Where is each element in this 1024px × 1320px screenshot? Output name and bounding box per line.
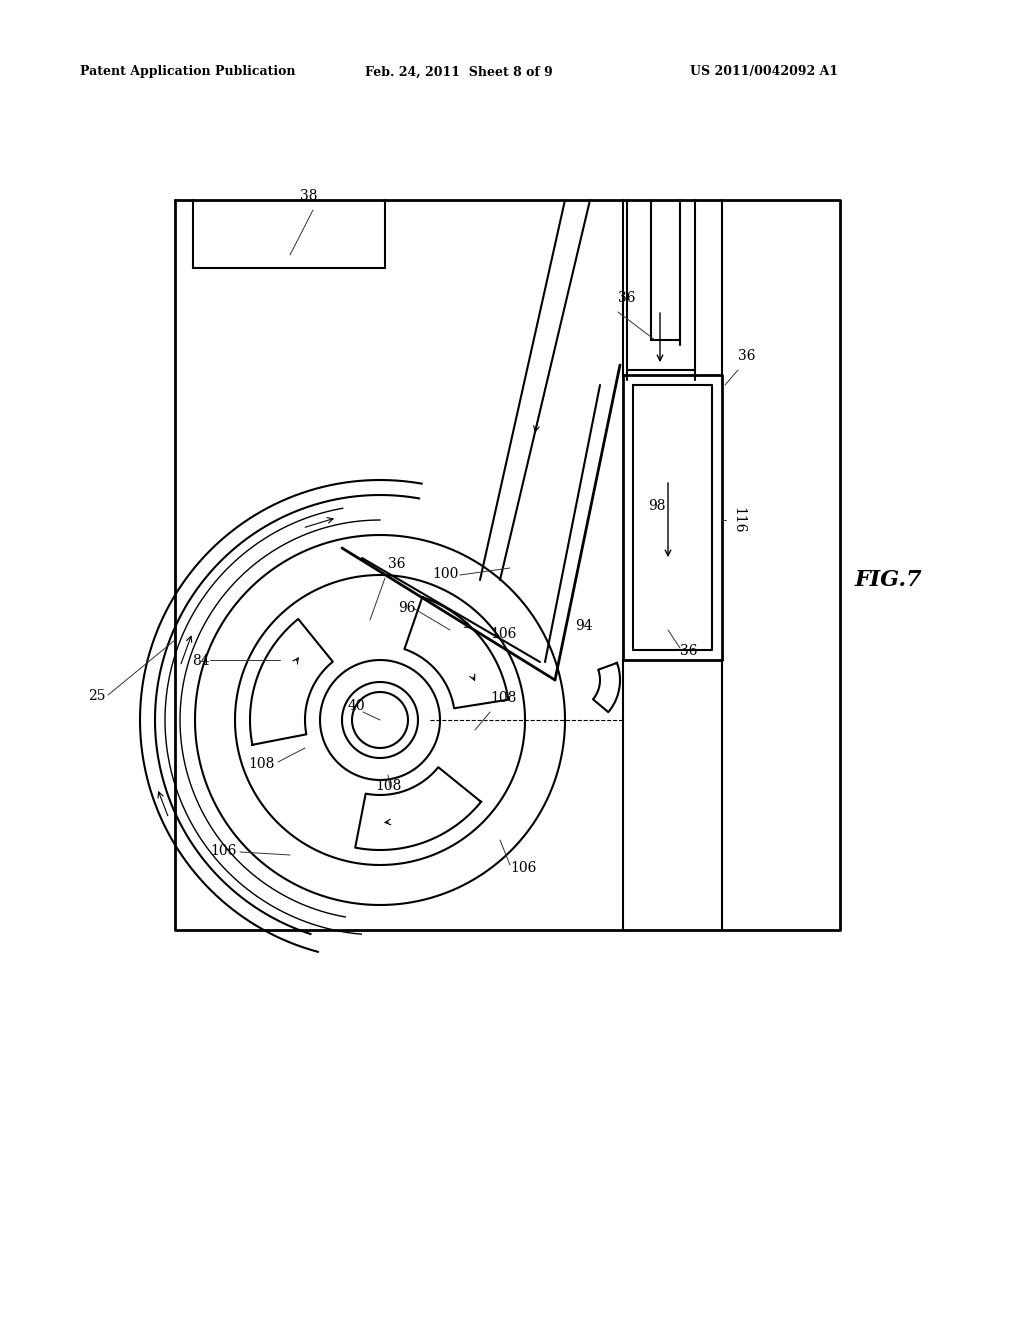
Text: 106: 106 — [510, 861, 537, 875]
Text: FIG.7: FIG.7 — [855, 569, 923, 591]
Text: 100: 100 — [432, 568, 459, 581]
Text: 108: 108 — [490, 690, 516, 705]
Text: 108: 108 — [375, 779, 401, 793]
Text: Feb. 24, 2011  Sheet 8 of 9: Feb. 24, 2011 Sheet 8 of 9 — [365, 66, 553, 78]
Text: 36: 36 — [618, 290, 636, 305]
Text: 40: 40 — [348, 700, 366, 713]
Text: 96: 96 — [398, 601, 416, 615]
Text: 108: 108 — [248, 756, 274, 771]
Text: 38: 38 — [300, 189, 317, 203]
Text: 116: 116 — [731, 507, 745, 533]
Text: 36: 36 — [388, 557, 406, 572]
Text: 106: 106 — [490, 627, 516, 642]
Text: 25: 25 — [88, 689, 105, 704]
Text: 84: 84 — [193, 653, 210, 668]
Text: 36: 36 — [738, 348, 756, 363]
Text: US 2011/0042092 A1: US 2011/0042092 A1 — [690, 66, 838, 78]
Text: 94: 94 — [575, 619, 593, 634]
Text: 36: 36 — [680, 644, 697, 657]
Text: 106: 106 — [210, 843, 237, 858]
Text: Patent Application Publication: Patent Application Publication — [80, 66, 296, 78]
Text: 98: 98 — [648, 499, 666, 513]
